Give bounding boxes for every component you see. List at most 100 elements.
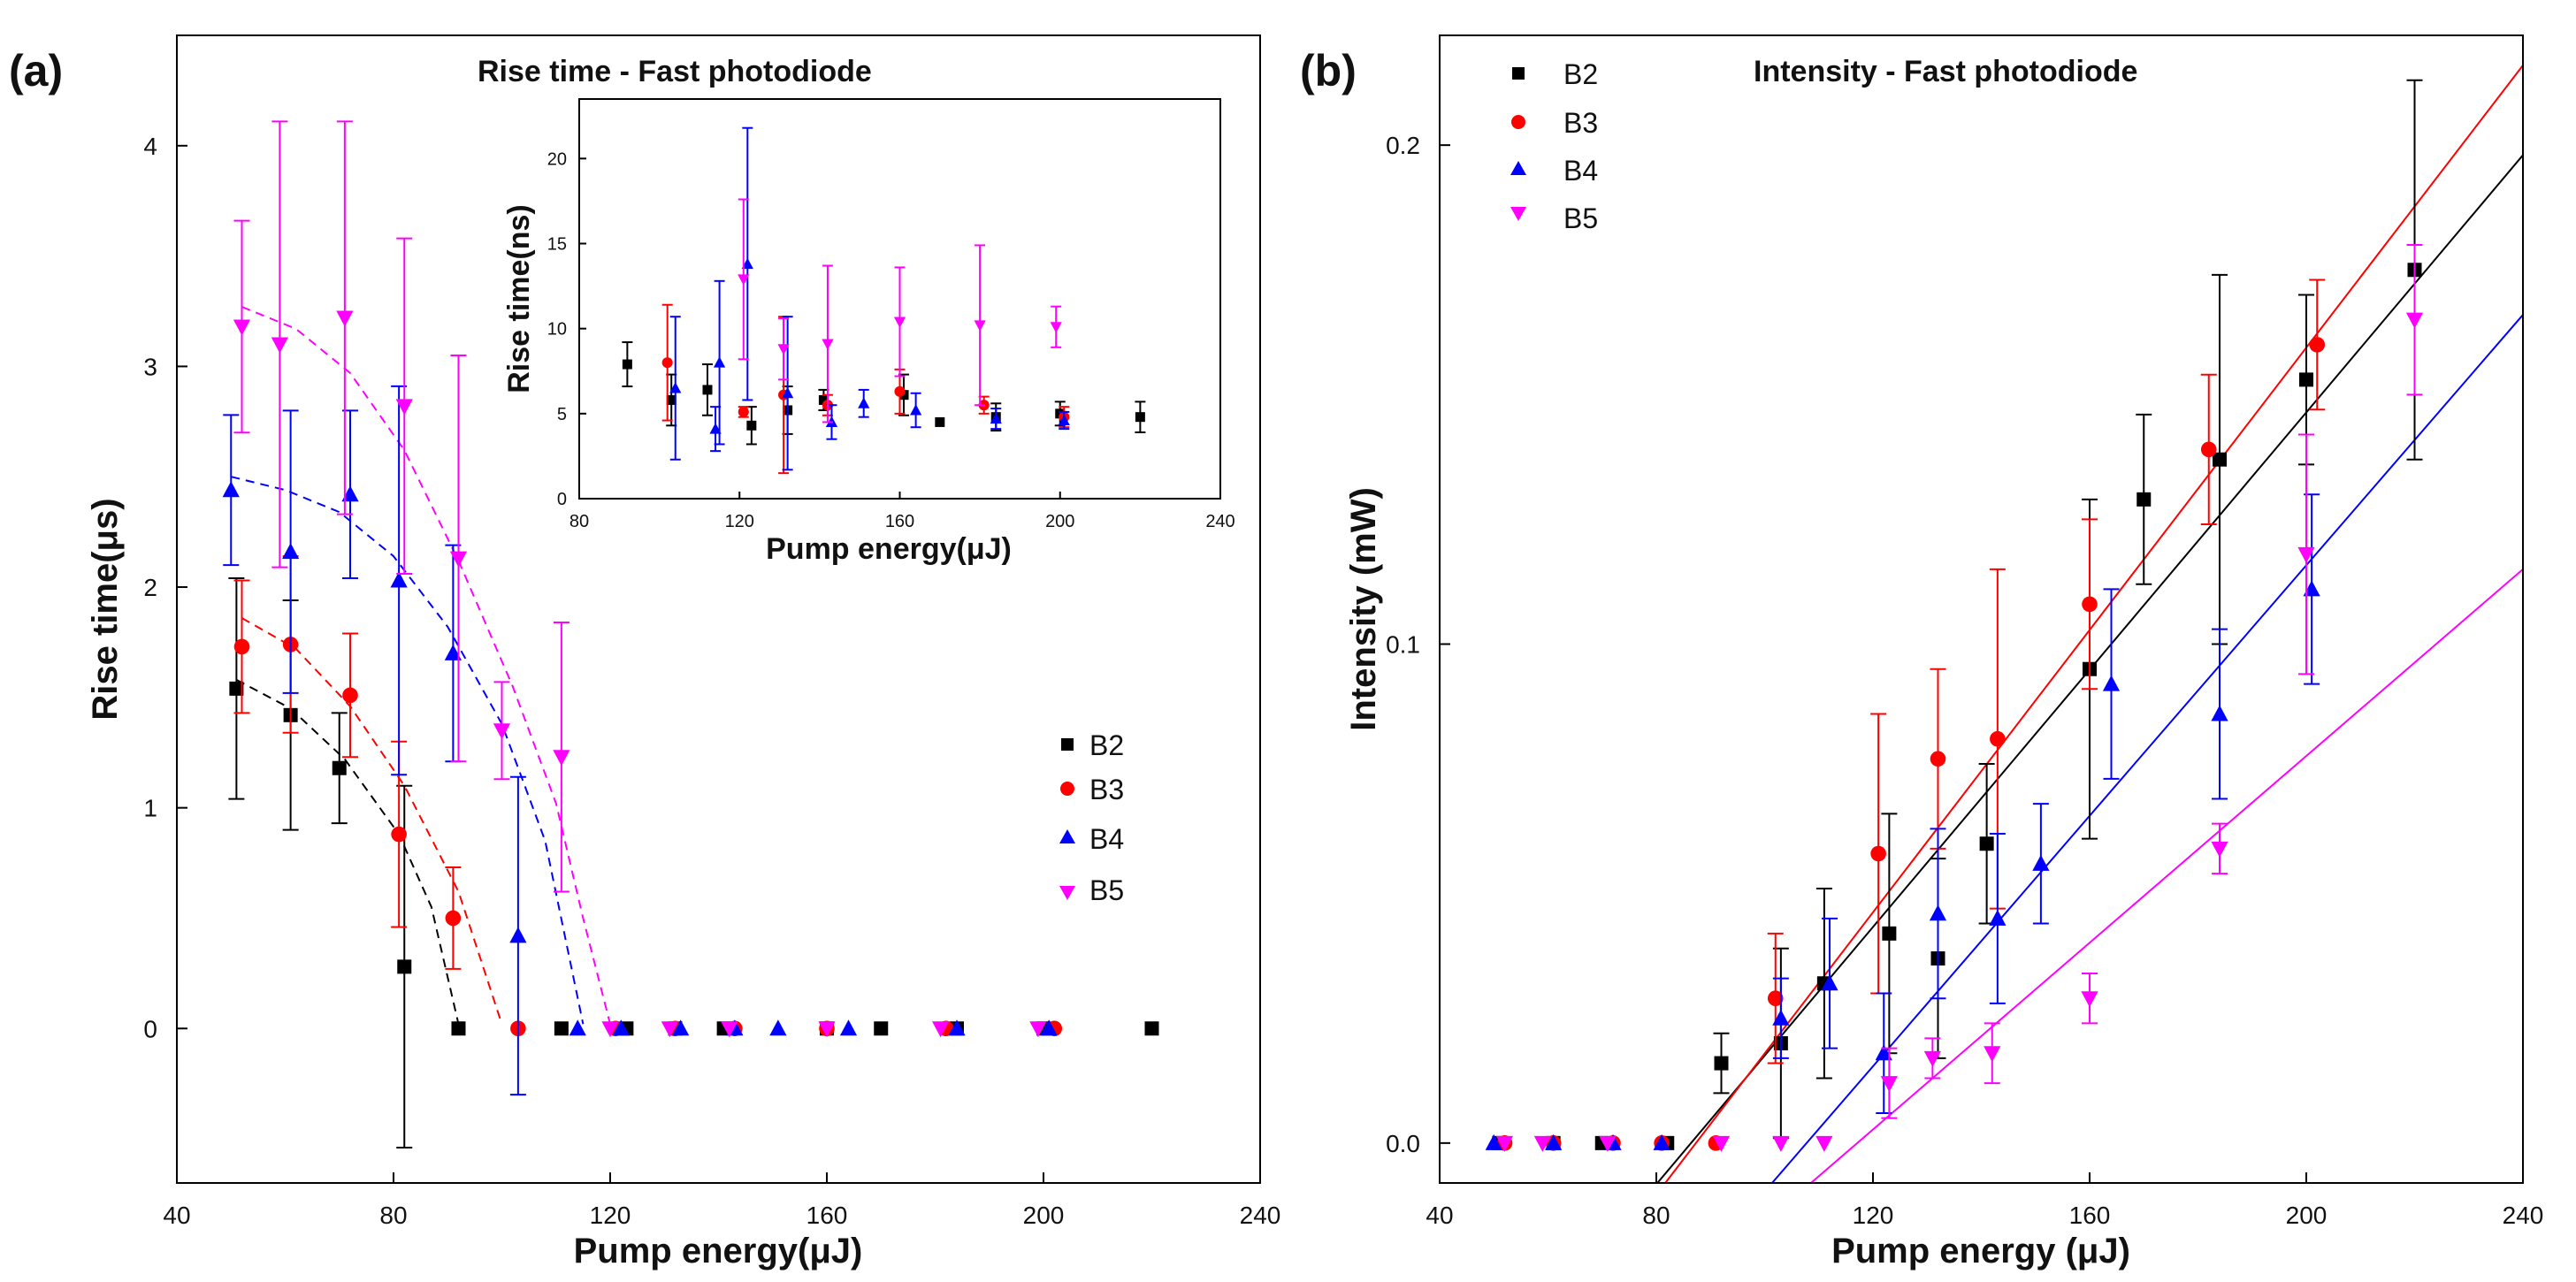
panel-a-legend-entry-b4: B4 bbox=[1059, 823, 1124, 855]
x-tick-label: 200 bbox=[1023, 1202, 1065, 1229]
data-point-b4 bbox=[910, 404, 922, 416]
data-point-b4 bbox=[222, 481, 240, 498]
data-point-b2 bbox=[554, 1021, 569, 1036]
panel-b-plot-frame bbox=[1439, 34, 2524, 1184]
x-tick-label: 200 bbox=[1045, 512, 1074, 531]
data-point-b3 bbox=[661, 357, 673, 369]
data-point-b2 bbox=[818, 394, 829, 405]
data-point-b4 bbox=[858, 397, 870, 408]
panel-b-x-axis-title: Pump energy (μJ) bbox=[1831, 1232, 2130, 1271]
inset-y-axis-title: Rise time(ns) bbox=[502, 204, 536, 393]
data-point-b5 bbox=[553, 750, 570, 767]
data-point-b4 bbox=[741, 257, 753, 270]
y-tick-label: 1 bbox=[143, 795, 157, 822]
data-point-b3 bbox=[1870, 845, 1886, 862]
data-point-b5 bbox=[395, 399, 413, 416]
data-point-b4 bbox=[2102, 675, 2121, 691]
panel-b-title: Intensity - Fast photodiode bbox=[1754, 55, 2137, 88]
x-tick-label: 120 bbox=[590, 1202, 631, 1229]
data-point-b5 bbox=[1712, 1135, 1731, 1152]
panel-b-intensity-chart: (b) Intensity - Fast photodiode 40 80 120 1… bbox=[1300, 34, 2543, 1271]
data-point-b5 bbox=[822, 339, 834, 350]
data-point-b5 bbox=[1880, 1076, 1898, 1093]
data-point-b2 bbox=[1144, 1021, 1159, 1036]
data-point-b4 bbox=[1875, 1044, 1892, 1061]
panel-a-fit-curves bbox=[231, 306, 611, 1025]
data-point-b4 bbox=[769, 1019, 787, 1036]
data-point-b5 bbox=[2081, 991, 2098, 1008]
data-point-b5 bbox=[738, 274, 750, 286]
legend-marker-b3 bbox=[1511, 115, 1525, 129]
data-point-b2 bbox=[1714, 1056, 1729, 1071]
panel-a-legend-entry-b2: B2 bbox=[1061, 729, 1124, 761]
legend-label-b3: B3 bbox=[1563, 107, 1598, 139]
data-point-b5 bbox=[1495, 1135, 1514, 1152]
data-point-b4 bbox=[2211, 705, 2228, 721]
data-point-b5 bbox=[932, 1021, 950, 1038]
x-tick-label: 40 bbox=[1426, 1202, 1453, 1229]
data-point-b2 bbox=[666, 394, 676, 405]
data-point-b2 bbox=[874, 1021, 889, 1036]
data-point-b2 bbox=[397, 959, 412, 974]
fit-curve-b3 bbox=[241, 617, 503, 1025]
data-point-b2 bbox=[1882, 926, 1897, 941]
y-tick-label: 3 bbox=[143, 353, 157, 380]
data-point-b5 bbox=[449, 551, 468, 568]
data-point-b4 bbox=[282, 543, 300, 560]
data-point-b3 bbox=[894, 385, 906, 397]
data-point-b4 bbox=[669, 382, 682, 393]
data-point-b3 bbox=[738, 406, 749, 417]
fit-line-b4 bbox=[1770, 314, 2523, 1183]
data-point-b3 bbox=[2200, 441, 2217, 458]
panel-b-data-points bbox=[1485, 79, 2424, 1152]
data-point-b4 bbox=[1821, 974, 1838, 991]
data-point-b5 bbox=[493, 723, 511, 740]
data-point-b2 bbox=[2213, 452, 2227, 467]
legend-label-b3: B3 bbox=[1089, 774, 1124, 805]
x-tick-label: 160 bbox=[885, 512, 914, 531]
data-point-b2 bbox=[332, 760, 347, 775]
data-point-b5 bbox=[1984, 1046, 2001, 1063]
data-point-b3 bbox=[233, 638, 250, 655]
data-point-b5 bbox=[661, 1021, 678, 1038]
y-tick-label: 0 bbox=[143, 1015, 157, 1042]
data-point-b5 bbox=[721, 1021, 738, 1038]
data-point-b4 bbox=[444, 644, 462, 660]
panel-b-legend-entry-b4: B4 bbox=[1510, 155, 1598, 187]
legend-label-b4: B4 bbox=[1563, 155, 1598, 187]
x-tick-label: 240 bbox=[2503, 1202, 2544, 1229]
data-point-b5 bbox=[1772, 1135, 1790, 1152]
panel-a-label: (a) bbox=[9, 46, 63, 95]
x-tick-label: 120 bbox=[1853, 1202, 1894, 1229]
legend-label-b2: B2 bbox=[1089, 729, 1124, 761]
x-tick-label: 80 bbox=[1642, 1202, 1670, 1229]
panel-a-legend-entry-b3: B3 bbox=[1060, 774, 1124, 805]
legend-label-b2: B2 bbox=[1563, 58, 1598, 90]
data-point-b2 bbox=[746, 420, 757, 431]
data-point-b4 bbox=[709, 423, 722, 434]
data-point-b5 bbox=[2405, 312, 2424, 329]
data-point-b4 bbox=[948, 1019, 966, 1036]
panel-b-axes: 40 80 120 160 200 240 0.0 0.1 0.2 bbox=[1386, 132, 2543, 1229]
data-point-b5 bbox=[601, 1021, 619, 1038]
data-point-b2 bbox=[451, 1021, 466, 1036]
legend-marker-b4 bbox=[1059, 829, 1075, 843]
fit-curve-b4 bbox=[231, 476, 585, 1025]
fit-line-b3 bbox=[1663, 65, 2523, 1183]
data-point-b5 bbox=[271, 337, 288, 354]
data-point-b4 bbox=[2303, 580, 2320, 597]
panel-a-plot-frame bbox=[176, 34, 1261, 1184]
x-tick-label: 160 bbox=[806, 1202, 848, 1229]
data-point-b4 bbox=[1058, 414, 1070, 426]
legend-marker-b2 bbox=[1061, 738, 1074, 751]
y-tick-label: 4 bbox=[143, 133, 157, 160]
y-tick-label: 10 bbox=[547, 320, 567, 340]
data-point-b4 bbox=[1040, 1019, 1058, 1036]
data-point-b4 bbox=[672, 1019, 690, 1036]
data-point-b4 bbox=[1545, 1133, 1563, 1150]
data-point-b4 bbox=[713, 356, 726, 368]
data-point-b3 bbox=[342, 687, 358, 704]
x-tick-label: 40 bbox=[163, 1202, 190, 1229]
data-point-b4 bbox=[612, 1019, 630, 1036]
